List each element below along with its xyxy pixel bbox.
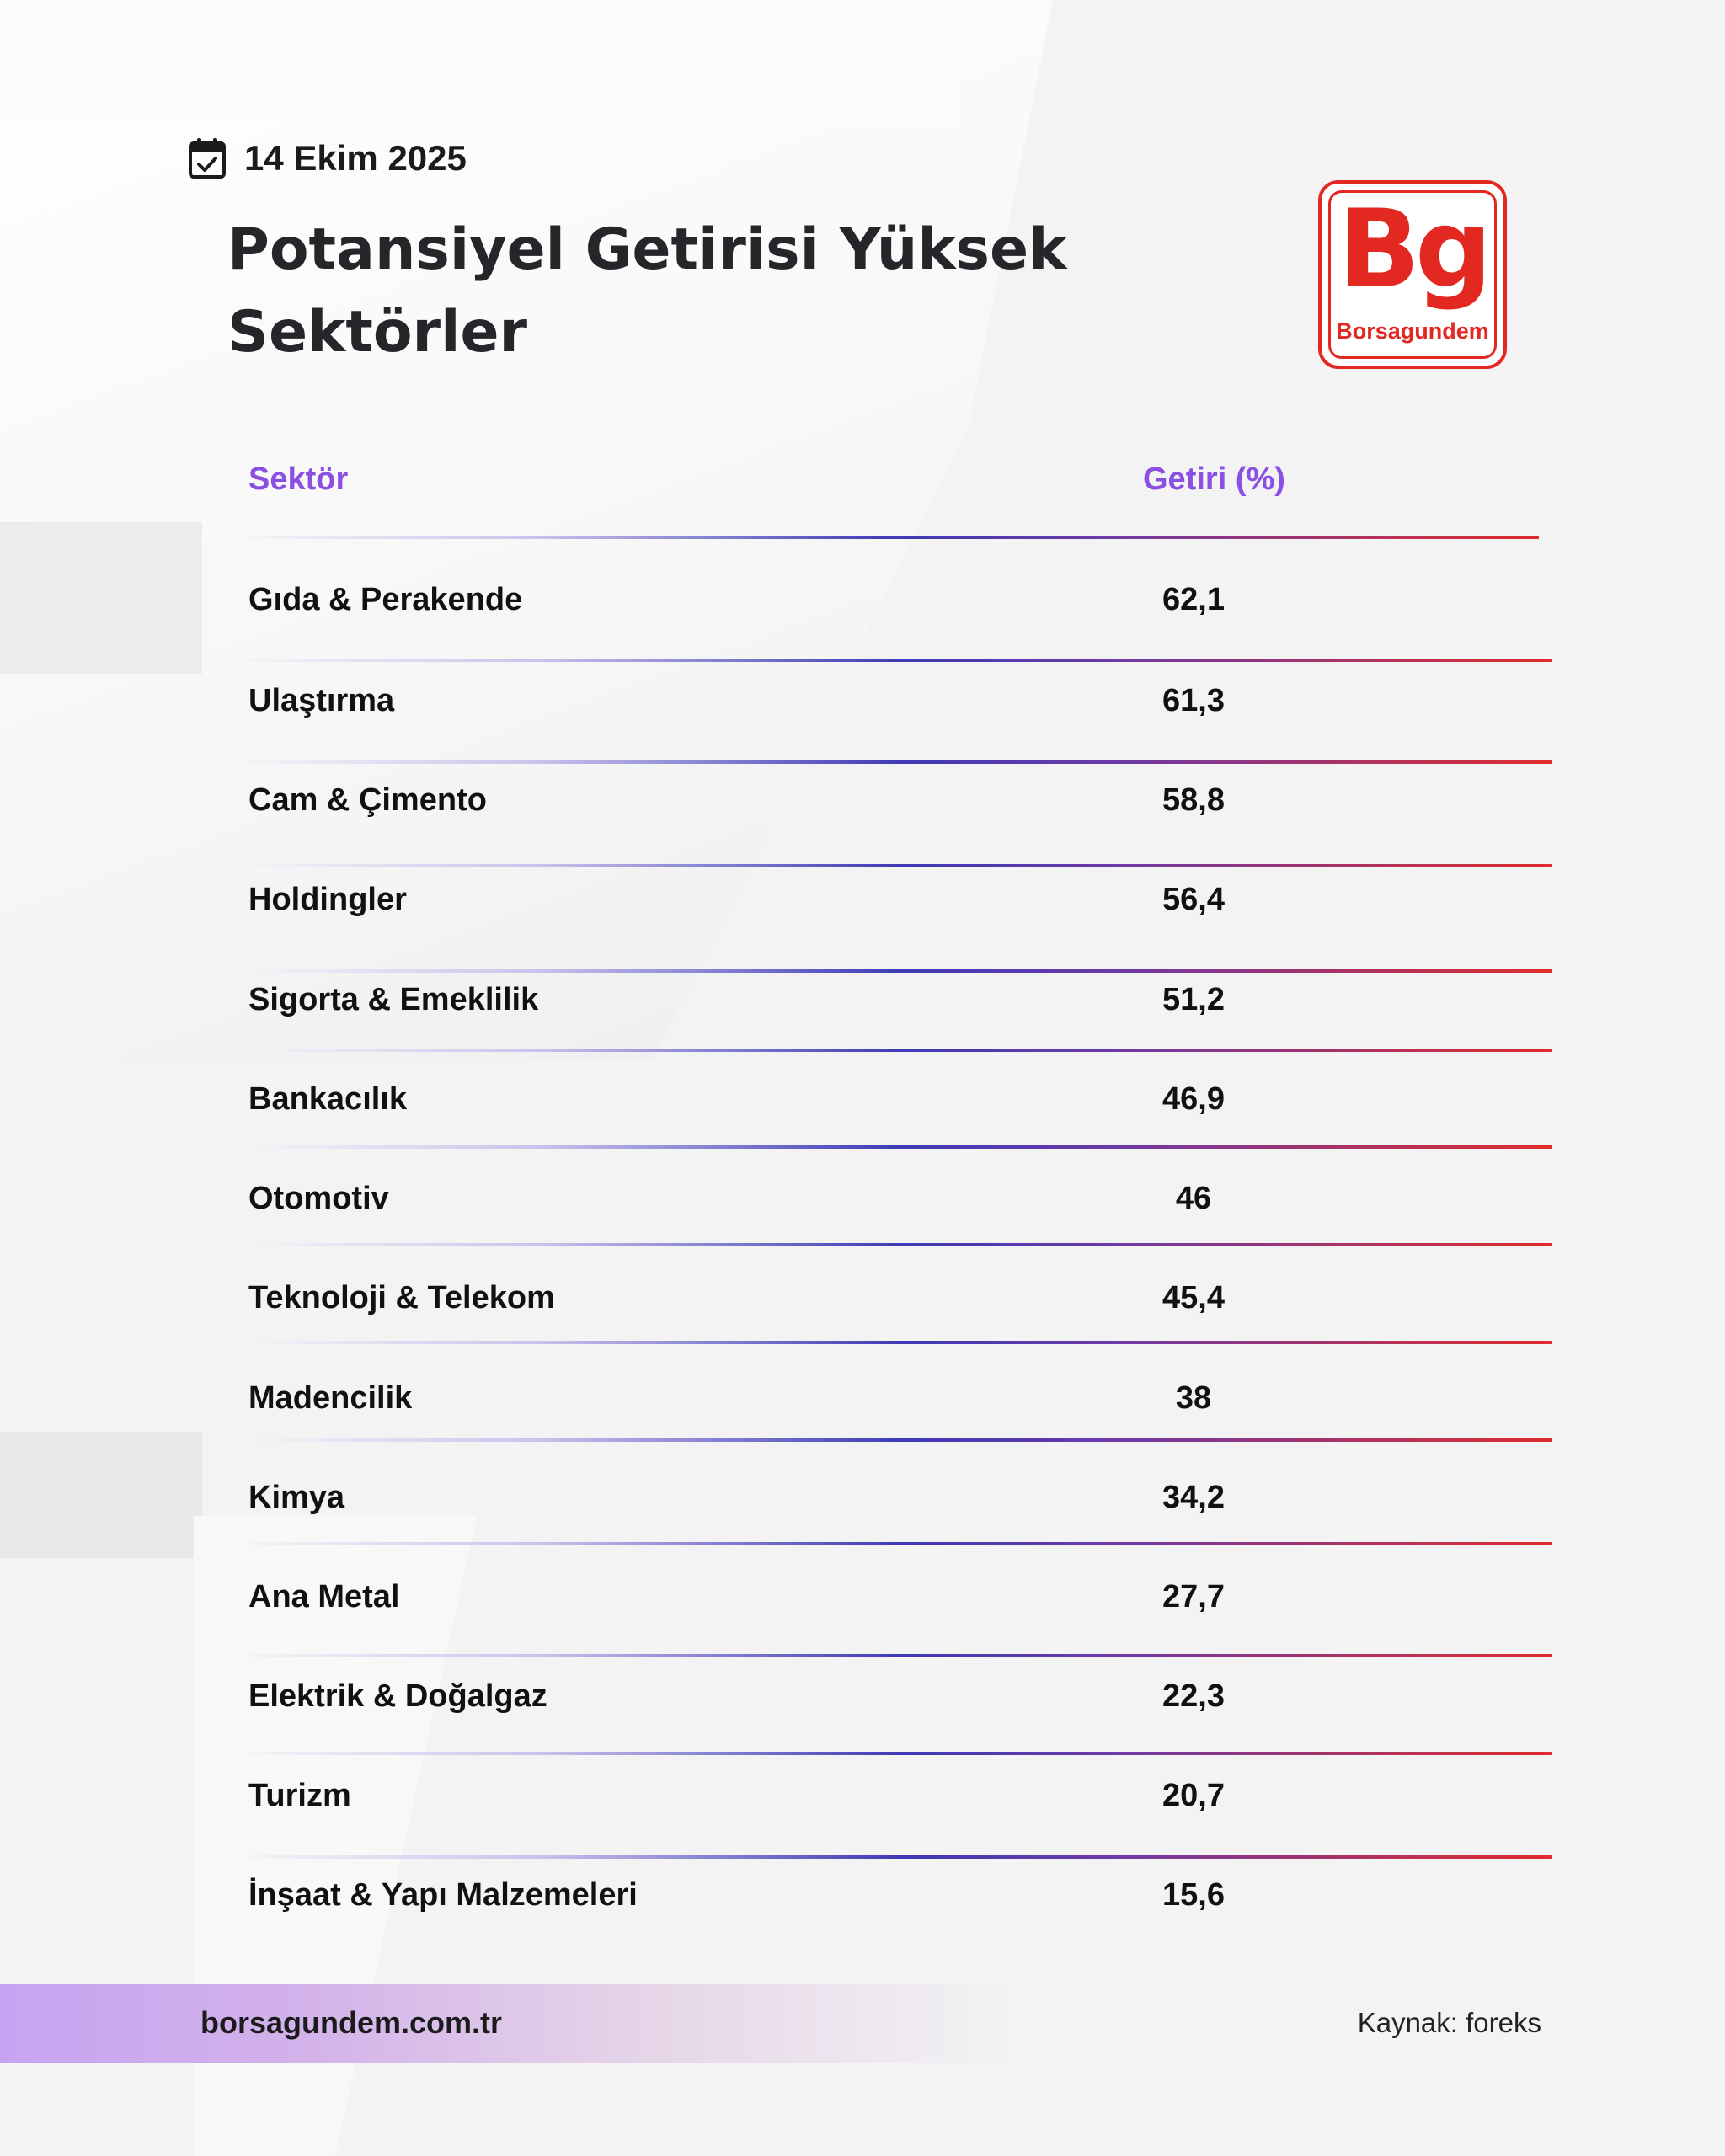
return-value: 61,3 bbox=[1162, 683, 1225, 718]
sector-name: Bankacılık bbox=[248, 1081, 407, 1117]
return-value: 20,7 bbox=[1162, 1778, 1225, 1813]
sector-name: Ana Metal bbox=[248, 1579, 400, 1614]
background-shape bbox=[0, 522, 202, 674]
return-value: 38 bbox=[1175, 1380, 1212, 1416]
footer-band bbox=[0, 1984, 1011, 2063]
sector-name: Gıda & Perakende bbox=[248, 582, 523, 617]
sector-name: Cam & Çimento bbox=[248, 782, 487, 818]
logo-mark: Bg bbox=[1338, 187, 1492, 312]
table-row: Kimya 34,2 bbox=[248, 1472, 1552, 1523]
logo-frame bbox=[1328, 190, 1497, 359]
table-row: Gıda & Perakende 62,1 bbox=[248, 574, 1552, 625]
sector-name: Kimya bbox=[248, 1480, 345, 1515]
return-value: 51,2 bbox=[1162, 982, 1225, 1017]
sector-name: Madencilik bbox=[248, 1380, 413, 1416]
table-row: Holdingler 56,4 bbox=[248, 874, 1552, 925]
table-divider bbox=[248, 536, 1539, 539]
table-divider bbox=[248, 1752, 1552, 1755]
table-row: Turizm 20,7 bbox=[248, 1770, 1552, 1821]
table-row: Ulaştırma 61,3 bbox=[248, 675, 1552, 726]
table-row: Sigorta & Emeklilik 51,2 bbox=[248, 974, 1552, 1025]
table-divider bbox=[248, 1341, 1552, 1344]
return-value: 15,6 bbox=[1162, 1877, 1225, 1913]
return-value: 46 bbox=[1175, 1181, 1212, 1216]
table-divider bbox=[248, 1855, 1552, 1859]
table-divider bbox=[248, 659, 1552, 662]
return-value: 27,7 bbox=[1162, 1579, 1225, 1614]
table-row: Bankacılık 46,9 bbox=[248, 1074, 1552, 1124]
table-row: Ana Metal 27,7 bbox=[248, 1572, 1552, 1622]
sector-name: Ulaştırma bbox=[248, 683, 395, 718]
table-row: Elektrik & Doğalgaz 22,3 bbox=[248, 1671, 1552, 1721]
table-divider bbox=[248, 969, 1552, 973]
logo-wordmark: Borsagundem bbox=[1336, 318, 1489, 344]
date-label: 14 Ekim 2025 bbox=[187, 136, 467, 180]
table-divider bbox=[248, 1438, 1552, 1442]
background-band bbox=[0, 0, 960, 122]
background-shape bbox=[0, 1432, 202, 1558]
sector-name: Turizm bbox=[248, 1778, 351, 1813]
table-row: Teknoloji & Telekom 45,4 bbox=[248, 1273, 1552, 1323]
table-divider bbox=[248, 1049, 1552, 1052]
table-divider bbox=[248, 1145, 1552, 1149]
sector-name: İnşaat & Yapı Malzemeleri bbox=[248, 1877, 638, 1913]
borsagundem-logo: Bg Borsagundem bbox=[1318, 180, 1507, 369]
table-row: Madencilik 38 bbox=[248, 1373, 1552, 1423]
return-value: 62,1 bbox=[1162, 582, 1225, 617]
table-divider bbox=[248, 1654, 1552, 1657]
table-row: Cam & Çimento 58,8 bbox=[248, 775, 1552, 825]
sector-name: Sigorta & Emeklilik bbox=[248, 982, 539, 1017]
calendar-check-icon bbox=[189, 138, 226, 179]
return-value: 34,2 bbox=[1162, 1480, 1225, 1515]
date-text: 14 Ekim 2025 bbox=[244, 138, 467, 178]
table-divider bbox=[248, 1243, 1552, 1246]
column-header-return: Getiri (%) bbox=[1143, 462, 1285, 497]
sector-name: Teknoloji & Telekom bbox=[248, 1280, 555, 1315]
website-link[interactable]: borsagundem.com.tr bbox=[200, 2005, 503, 2040]
table-divider bbox=[248, 1542, 1552, 1545]
return-value: 58,8 bbox=[1162, 782, 1225, 818]
sector-name: Otomotiv bbox=[248, 1181, 389, 1216]
source-note: Kaynak: foreks bbox=[1357, 2007, 1541, 2038]
return-value: 22,3 bbox=[1162, 1678, 1225, 1714]
table-row: İnşaat & Yapı Malzemeleri 15,6 bbox=[248, 1870, 1552, 1920]
table-divider bbox=[248, 864, 1552, 867]
return-value: 56,4 bbox=[1162, 882, 1225, 917]
return-value: 46,9 bbox=[1162, 1081, 1225, 1117]
sector-name: Elektrik & Doğalgaz bbox=[248, 1678, 547, 1714]
table-row: Otomotiv 46 bbox=[248, 1173, 1552, 1224]
column-header-sector: Sektör bbox=[248, 462, 349, 497]
table-divider bbox=[248, 760, 1552, 764]
return-value: 45,4 bbox=[1162, 1280, 1225, 1315]
sector-name: Holdingler bbox=[248, 882, 407, 917]
page-title: Potansiyel Getirisi Yüksek Sektörler bbox=[227, 216, 1067, 366]
